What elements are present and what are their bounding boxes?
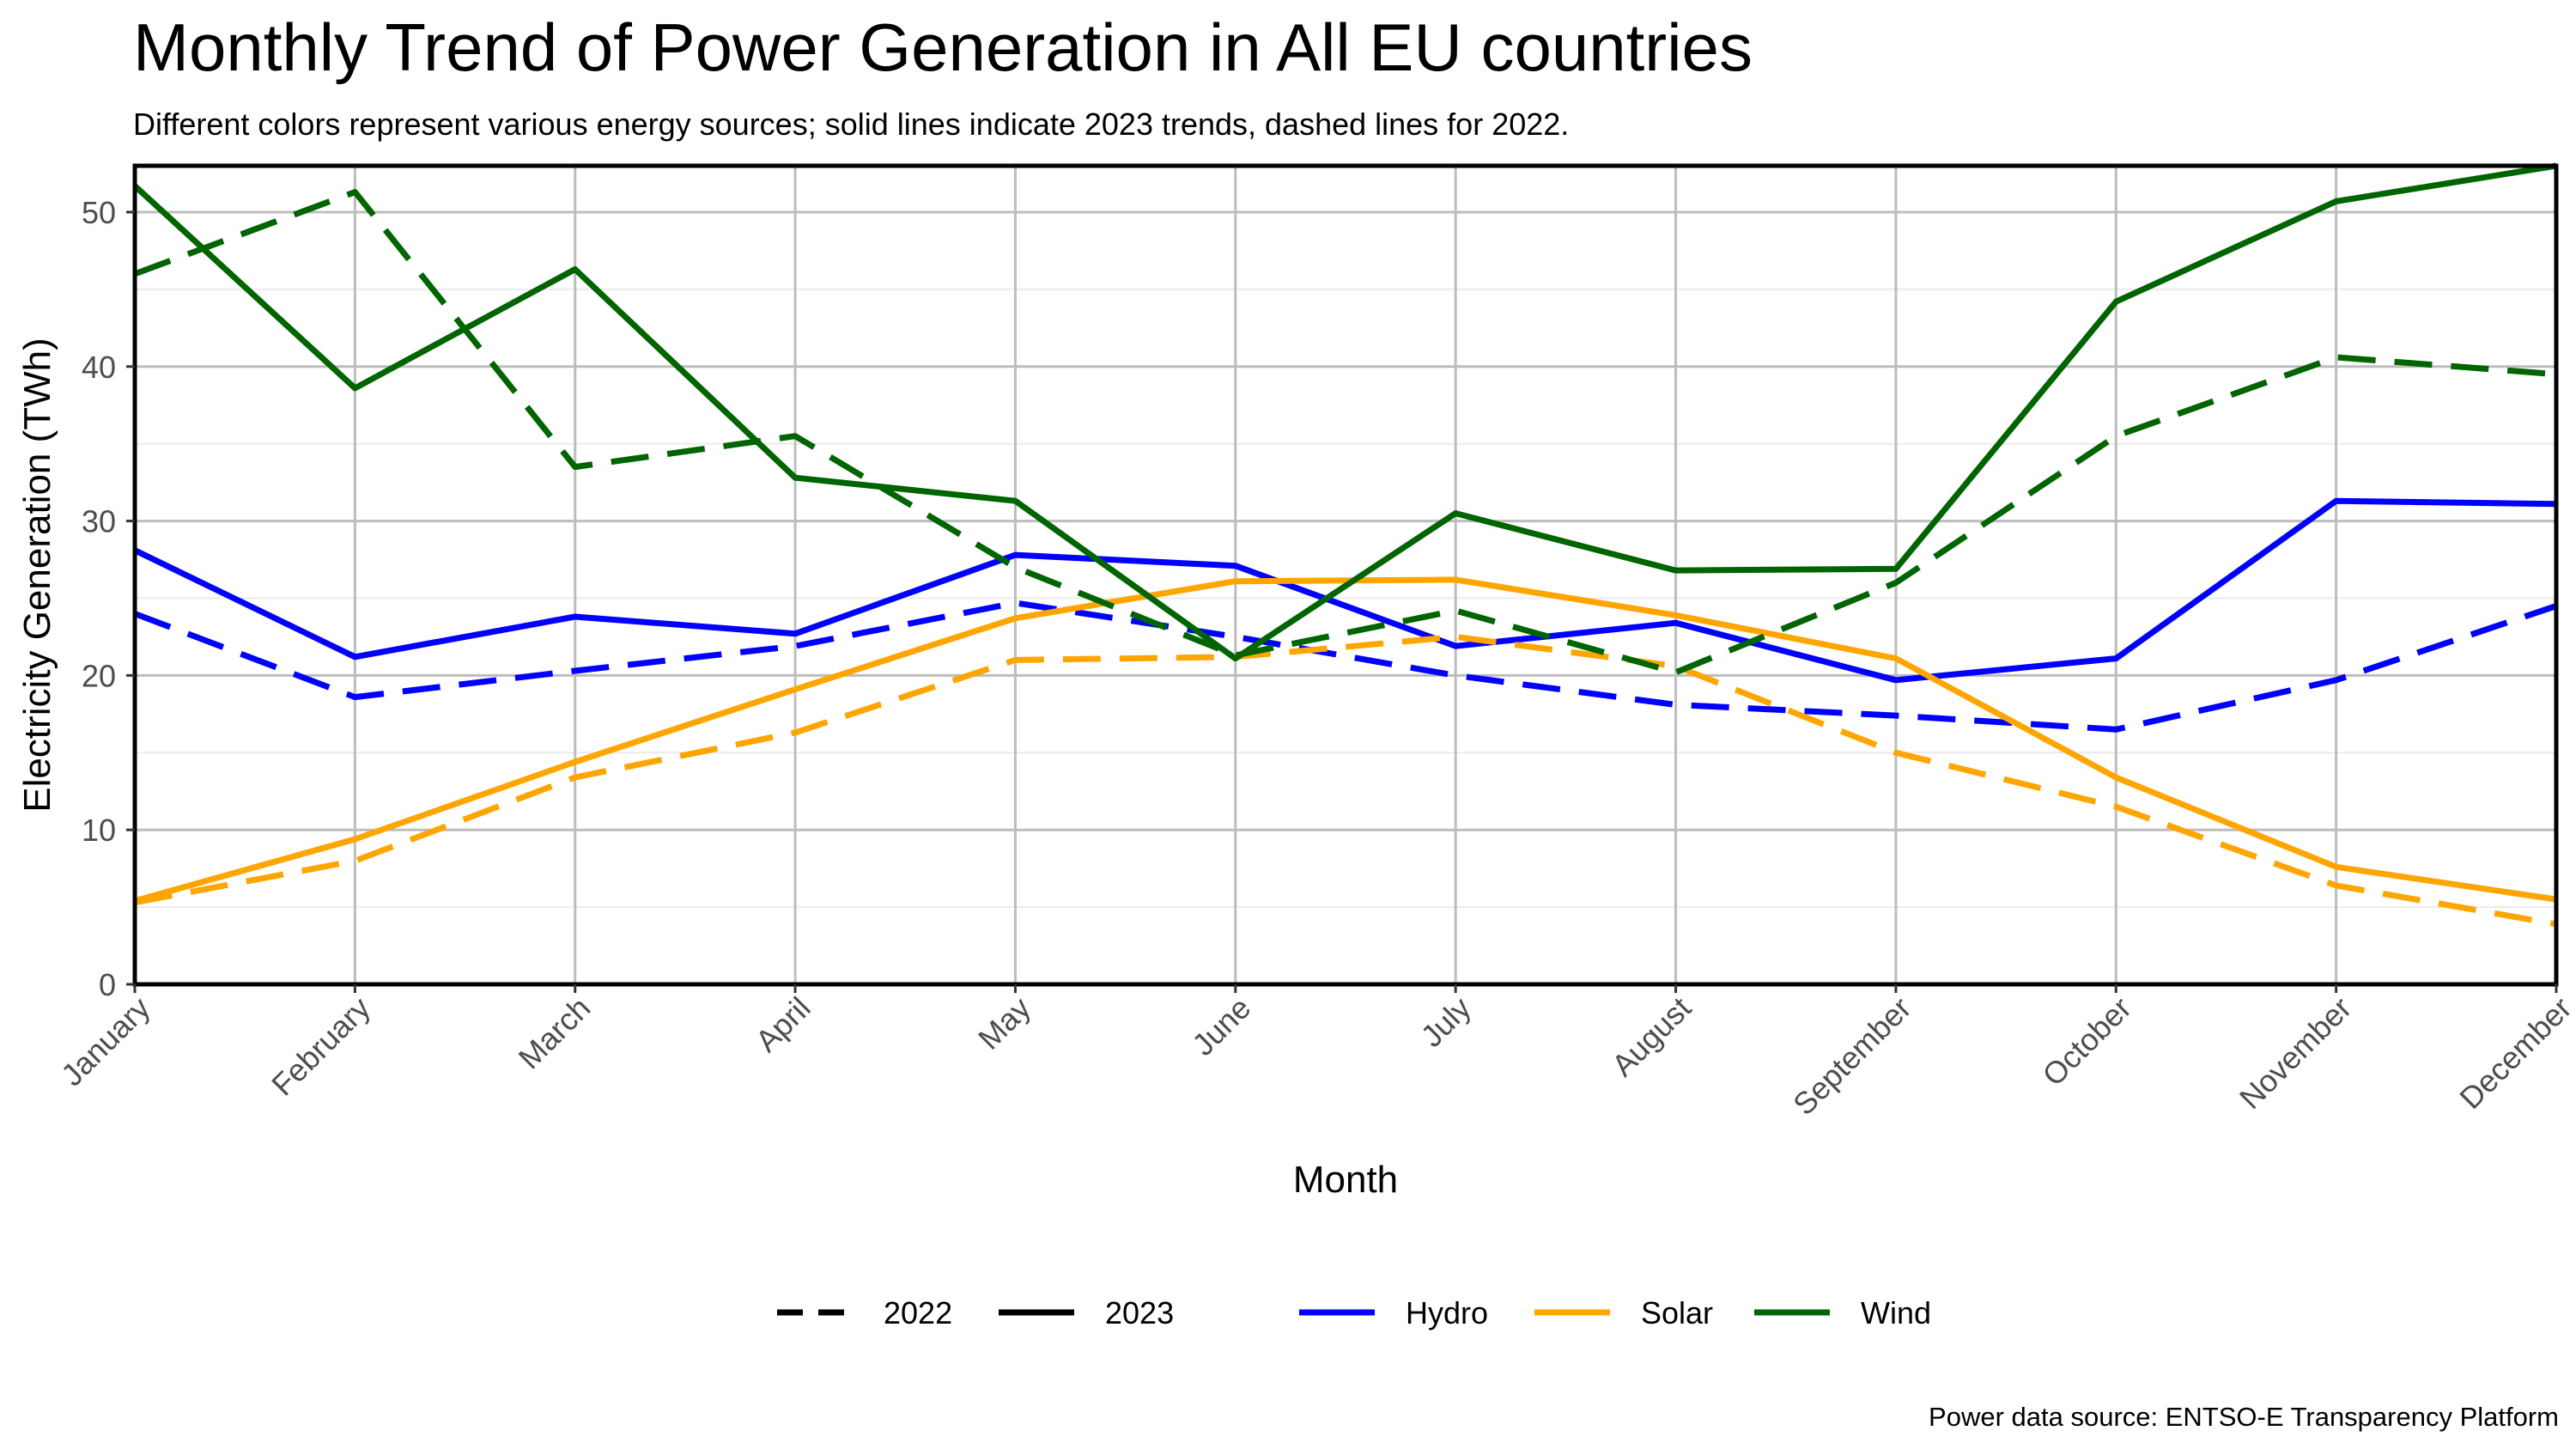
- x-tick-label: February: [264, 990, 377, 1103]
- x-tick-label: August: [1605, 990, 1698, 1083]
- y-tick-label: 20: [82, 658, 116, 693]
- x-axis-ticks: January February March April May June July Augu…: [54, 984, 2576, 1122]
- x-tick-label: January: [54, 990, 157, 1093]
- y-tick-label: 0: [99, 967, 116, 1002]
- x-tick-label: December: [2452, 990, 2576, 1116]
- series-layer: [132, 162, 2558, 928]
- x-tick-label: November: [2233, 990, 2358, 1116]
- series-line-hydro-2023: [133, 497, 2557, 684]
- legend-label-hydro: Hydro: [1406, 1295, 1488, 1330]
- y-tick-label: 30: [82, 504, 116, 539]
- y-tick-label: 10: [82, 813, 116, 848]
- x-axis-title: Month: [1293, 1159, 1398, 1201]
- chart-subtitle: Different colors represent various energ…: [133, 107, 1569, 142]
- legend-label-2022: 2022: [884, 1295, 952, 1330]
- x-tick-label: May: [971, 990, 1037, 1056]
- grid-lines: [133, 166, 2558, 986]
- legend-label-solar: Solar: [1641, 1295, 1713, 1330]
- series-line-wind-2023: [132, 162, 2557, 662]
- x-tick-label: October: [2035, 990, 2138, 1093]
- x-tick-label: July: [1414, 990, 1478, 1054]
- x-tick-label: April: [749, 990, 817, 1059]
- legend: 2022 2023 Hydro Solar Wind: [777, 1295, 1931, 1330]
- x-tick-label: September: [1786, 990, 1918, 1123]
- plot-panel-border: [132, 163, 2559, 987]
- legend-label-wind: Wind: [1861, 1295, 1931, 1330]
- series-line-solar-2023: [134, 576, 2557, 904]
- y-axis-title: Electricity Generation (TWh): [16, 338, 58, 813]
- chart-caption: Power data source: ENTSO-E Transparency …: [1929, 1402, 2559, 1432]
- series-line-hydro-2022: [133, 600, 2558, 733]
- y-tick-label: 50: [82, 195, 116, 230]
- legend-label-2023: 2023: [1105, 1295, 1174, 1330]
- x-tick-label: March: [512, 990, 598, 1076]
- series-line-solar-2022: [134, 633, 2557, 928]
- y-tick-label: 40: [82, 350, 116, 385]
- x-tick-label: June: [1185, 990, 1257, 1062]
- chart-title: Monthly Trend of Power Generation in All…: [133, 9, 1753, 85]
- series-line-wind-2022: [133, 189, 2557, 676]
- y-axis-ticks: 0 10 20 30 40 50: [82, 195, 135, 1002]
